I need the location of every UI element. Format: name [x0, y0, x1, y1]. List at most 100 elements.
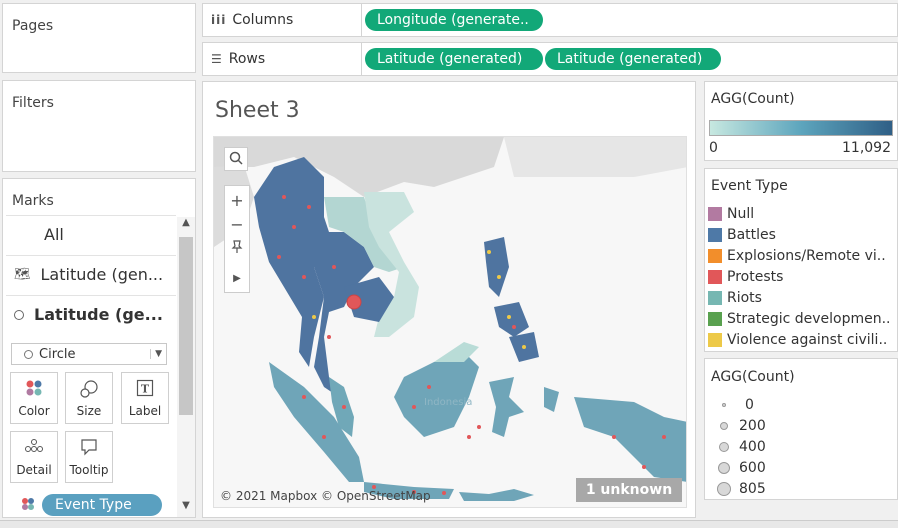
pages-title: Pages	[12, 18, 54, 34]
pin-button[interactable]	[225, 236, 249, 260]
svg-text:T: T	[141, 383, 150, 396]
size-legend-item[interactable]: 400	[715, 437, 766, 457]
marks-card: Marks All 🗺 Latitude (gen... Latitude (g…	[2, 178, 196, 518]
marks-scrollbar[interactable]: ▲ ▼	[177, 217, 195, 517]
size-button[interactable]: Size	[65, 372, 113, 424]
legend-label: Explosions/Remote vi..	[727, 248, 886, 264]
size-legend-item[interactable]: 600	[715, 458, 766, 478]
sunda-islands	[459, 489, 534, 501]
thailand-region	[314, 232, 374, 397]
legend-label: Protests	[727, 269, 784, 285]
expand-toolbar-button[interactable]: ▶	[225, 266, 249, 290]
marks-title: Marks	[12, 193, 54, 209]
size-circle-icon	[718, 462, 730, 474]
map-toolbar: + − ▶	[224, 185, 250, 293]
play-icon: ▶	[233, 272, 241, 284]
size-legend-item[interactable]: 805	[715, 479, 766, 499]
papua-region	[574, 397, 686, 482]
scroll-down-icon[interactable]: ▼	[182, 500, 190, 511]
scroll-up-icon[interactable]: ▲	[182, 217, 190, 228]
zoom-in-button[interactable]: +	[225, 188, 249, 212]
map-icon: 🗺	[14, 267, 31, 282]
legend-swatch	[708, 228, 722, 242]
borneo-north	[434, 342, 479, 362]
legend-item-explosions-remote-vi[interactable]: Explosions/Remote vi..	[708, 246, 886, 266]
rows-shelf[interactable]: ☰ Rows Latitude (generated) Latitude (ge…	[202, 42, 898, 76]
tooltip-button[interactable]: Tooltip	[65, 431, 113, 483]
unknown-badge[interactable]: 1 unknown	[576, 478, 682, 502]
legend-label: Strategic developmen..	[727, 311, 891, 327]
filters-title: Filters	[12, 95, 54, 111]
size-legend-item[interactable]: 200	[715, 416, 766, 436]
marks-tab-latitude-circle[interactable]: Latitude (ge...	[6, 295, 176, 333]
marks-tab-latitude-map[interactable]: 🗺 Latitude (gen...	[6, 255, 176, 293]
philippines-visayas	[494, 302, 529, 337]
philippines-luzon	[484, 237, 509, 297]
legend-swatch	[708, 312, 722, 326]
rows-divider	[361, 43, 362, 75]
minus-icon: −	[230, 214, 244, 234]
sumatra-region	[269, 362, 364, 482]
rows-pill-latitude-2[interactable]: Latitude (generated)	[545, 48, 721, 70]
plus-icon: +	[230, 190, 244, 210]
myanmar-region	[254, 157, 334, 367]
java-region	[364, 482, 454, 499]
size-legend-label: 0	[745, 397, 754, 413]
label-button-label: Label	[128, 404, 162, 418]
chevron-down-icon: ▼	[150, 349, 162, 359]
pages-card[interactable]: Pages	[2, 3, 196, 73]
zoom-out-button[interactable]: −	[225, 212, 249, 236]
map-country-label: Indonesia	[424, 397, 472, 408]
label-button[interactable]: T Label	[121, 372, 169, 424]
size-legend-label: 200	[739, 418, 766, 434]
scrollbar-thumb[interactable]	[179, 237, 193, 415]
size-circle-icon	[722, 403, 726, 407]
search-icon	[229, 150, 243, 169]
map-search-button[interactable]	[224, 147, 248, 171]
detail-button-label: Detail	[16, 463, 52, 477]
map-svg: Indonesia	[214, 137, 686, 501]
columns-shelf[interactable]: iii Columns Longitude (generate..	[202, 3, 898, 37]
color-icon	[25, 379, 43, 400]
color-button[interactable]: Color	[10, 372, 58, 424]
size-legend-label: 600	[739, 460, 766, 476]
legend-label: Riots	[727, 290, 762, 306]
filters-card[interactable]: Filters	[2, 80, 196, 172]
columns-icon: iii	[211, 13, 227, 27]
legend-item-null[interactable]: Null	[708, 204, 754, 224]
legend-item-protests[interactable]: Protests	[708, 267, 783, 287]
rows-label-wrap: ☰ Rows	[211, 51, 265, 67]
detail-button[interactable]: Detail	[10, 431, 58, 483]
columns-pill-longitude[interactable]: Longitude (generate..	[365, 9, 543, 31]
legend-item-strategic-developmen[interactable]: Strategic developmen..	[708, 309, 891, 329]
map-attribution: © 2021 Mapbox © OpenStreetMap	[220, 489, 431, 503]
sheet-view: Sheet 3	[202, 81, 696, 518]
marks-tab-latitude-circle-label: Latitude (ge...	[34, 305, 163, 324]
color-button-label: Color	[18, 404, 50, 418]
event-type-color-pill[interactable]: Event Type	[42, 494, 162, 516]
legend-item-riots[interactable]: Riots	[708, 288, 762, 308]
agg-color-legend[interactable]: AGG(Count) 0 11,092	[704, 81, 898, 161]
size-legend-item[interactable]: 0	[715, 395, 754, 415]
legend-item-battles[interactable]: Battles	[708, 225, 776, 245]
rows-label: Rows	[228, 51, 266, 67]
size-circle-icon	[720, 422, 728, 430]
color-ramp-max: 11,092	[842, 140, 891, 156]
color-ramp-min: 0	[709, 140, 718, 156]
event-type-legend[interactable]: Event Type Null Battles Explosions/Remote …	[704, 168, 898, 352]
map-view[interactable]: Indonesia + − ▶ © 2021 Mapbox ©	[213, 136, 687, 508]
sulawesi-region	[489, 377, 524, 437]
legend-swatch	[708, 249, 722, 263]
mark-type-select[interactable]: Circle ▼	[11, 343, 167, 365]
mark-type-value: Circle	[39, 346, 76, 362]
rows-pill-latitude-1[interactable]: Latitude (generated)	[365, 48, 543, 70]
sheet-tabs-bar	[0, 520, 898, 528]
legend-label: Violence against civili..	[727, 332, 888, 348]
legend-item-violence-against-civili[interactable]: Violence against civili..	[708, 330, 887, 350]
detail-icon	[24, 438, 44, 457]
vietnam-region	[364, 192, 419, 337]
label-icon: T	[136, 379, 154, 400]
agg-size-legend[interactable]: AGG(Count) 0 200 400 600 805	[704, 358, 898, 500]
marks-tab-all[interactable]: All	[6, 215, 176, 253]
color-ramp	[709, 120, 893, 136]
